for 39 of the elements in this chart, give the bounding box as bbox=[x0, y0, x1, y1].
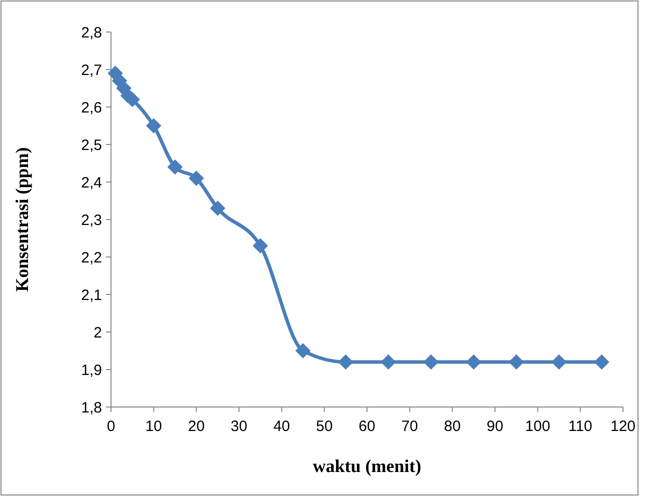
x-axis-title: waktu (menit) bbox=[312, 456, 422, 476]
point bbox=[188, 170, 204, 186]
x-tick-label: 60 bbox=[358, 418, 376, 435]
y-tick-label: 2,7 bbox=[81, 62, 102, 79]
point bbox=[252, 238, 268, 254]
point bbox=[380, 354, 396, 370]
x-tick-label: 20 bbox=[188, 418, 205, 435]
y-tick-label: 2,1 bbox=[81, 286, 102, 304]
x-tick-label: 0 bbox=[106, 418, 116, 435]
y-axis-title: Konsentrasi (ppm) bbox=[12, 147, 32, 292]
y-tick-label: 1,9 bbox=[81, 362, 102, 379]
y-tick-label: 2,2 bbox=[81, 249, 102, 266]
x-tick-label: 50 bbox=[316, 418, 333, 435]
point bbox=[146, 118, 162, 134]
x-tick-label: 30 bbox=[230, 418, 248, 435]
point bbox=[210, 200, 226, 216]
y-tick-label: 2,8 bbox=[81, 24, 102, 42]
point bbox=[295, 343, 311, 358]
point bbox=[338, 354, 354, 370]
y-tick-label: 2,3 bbox=[81, 212, 102, 229]
y-tick-label: 2,5 bbox=[81, 136, 102, 154]
x-tick-label: 40 bbox=[273, 418, 290, 435]
point bbox=[594, 354, 610, 370]
point bbox=[167, 159, 183, 175]
point bbox=[423, 354, 439, 370]
y-tick-label: 2 bbox=[94, 324, 102, 342]
y-tick-label: 1,8 bbox=[81, 399, 102, 416]
x-tick-label: 80 bbox=[444, 418, 461, 435]
x-tick-label: 110 bbox=[568, 418, 592, 435]
x-tick-label: 100 bbox=[525, 418, 550, 435]
point bbox=[551, 354, 567, 370]
point bbox=[508, 354, 524, 370]
x-tick-label: 120 bbox=[610, 418, 636, 435]
y-tick-label: 2,4 bbox=[81, 174, 102, 192]
y-tick-label: 2,6 bbox=[81, 99, 102, 116]
x-tick-label: 70 bbox=[401, 418, 418, 435]
point bbox=[466, 354, 482, 370]
x-tick-label: 90 bbox=[486, 418, 504, 435]
x-tick-label: 10 bbox=[145, 418, 162, 435]
